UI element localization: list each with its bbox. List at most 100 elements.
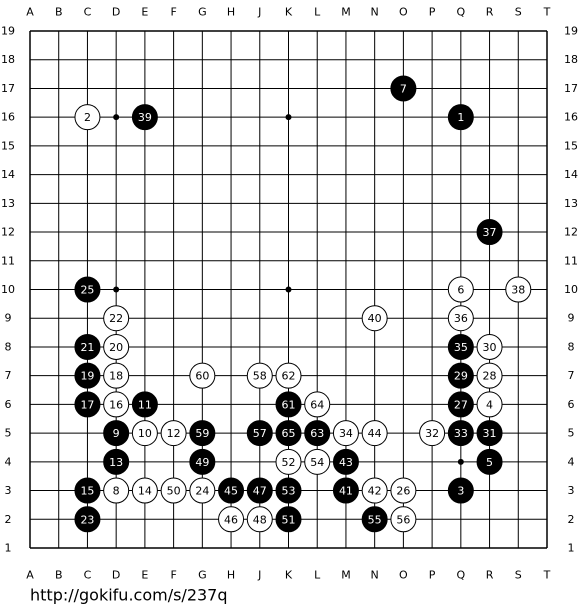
column-label: C: [84, 569, 92, 582]
move-number: 11: [138, 398, 152, 411]
column-label: T: [543, 569, 551, 582]
move-number: 48: [253, 513, 267, 526]
move-number: 43: [339, 456, 353, 469]
move-number: 59: [195, 427, 209, 440]
white-stone: [390, 506, 417, 533]
column-label: J: [257, 569, 261, 582]
row-label: 7: [568, 369, 575, 382]
move-number: 46: [224, 513, 238, 526]
black-stone: [189, 420, 216, 447]
column-label: T: [543, 6, 551, 19]
row-label: 18: [1, 53, 15, 66]
move-number: 53: [282, 485, 296, 498]
coordinates: AABBCCDDEEFFGGHHJJKKLLMMNNOOPPQQRRSSTT19…: [1, 6, 578, 582]
row-label: 4: [568, 455, 575, 468]
black-stone: [103, 420, 130, 447]
black-stone: [447, 477, 474, 504]
white-stone: [332, 420, 359, 447]
row-label: 15: [1, 139, 15, 152]
move-number: 5: [486, 456, 493, 469]
move-number: 29: [454, 370, 468, 383]
black-stone: [275, 391, 302, 418]
black-stone: [332, 448, 359, 475]
move-number: 17: [80, 398, 94, 411]
column-label: B: [55, 569, 63, 582]
black-stone: [447, 420, 474, 447]
move-number: 24: [195, 485, 209, 498]
row-label: 18: [564, 53, 578, 66]
row-label: 11: [564, 254, 578, 267]
move-number: 62: [282, 370, 296, 383]
move-number: 13: [109, 456, 123, 469]
column-label: F: [170, 569, 176, 582]
black-stone: [447, 104, 474, 131]
move-number: 2: [84, 111, 91, 124]
white-stone: [419, 420, 446, 447]
column-label: F: [170, 6, 176, 19]
move-number: 41: [339, 485, 353, 498]
column-label: S: [515, 569, 522, 582]
column-label: E: [141, 6, 148, 19]
move-number: 64: [310, 398, 324, 411]
move-number: 7: [400, 82, 407, 95]
black-stone: [476, 219, 503, 246]
column-label: Q: [456, 569, 465, 582]
row-label: 3: [568, 484, 575, 497]
black-stone: [74, 477, 101, 504]
row-label: 12: [1, 226, 15, 239]
column-label: Q: [456, 6, 465, 19]
move-number: 1: [457, 111, 464, 124]
move-number: 34: [339, 427, 353, 440]
move-number: 38: [511, 284, 525, 297]
black-stone: [74, 333, 101, 360]
white-stone: [103, 305, 130, 332]
move-number: 32: [425, 427, 439, 440]
black-stone: [361, 506, 388, 533]
move-number: 26: [396, 485, 410, 498]
black-stone: [218, 477, 245, 504]
star-point: [113, 286, 120, 293]
white-stone: [160, 477, 187, 504]
white-stone: [505, 276, 532, 303]
move-number: 27: [454, 398, 468, 411]
column-label: K: [285, 569, 293, 582]
move-number: 45: [224, 485, 238, 498]
column-label: N: [371, 6, 379, 19]
black-stone: [131, 104, 158, 131]
move-number: 39: [138, 111, 152, 124]
row-label: 8: [568, 340, 575, 353]
column-label: M: [341, 569, 351, 582]
row-label: 19: [1, 25, 15, 38]
black-stone: [74, 391, 101, 418]
move-number: 10: [138, 427, 152, 440]
column-label: E: [141, 569, 148, 582]
white-stone: [476, 391, 503, 418]
white-stone: [246, 506, 273, 533]
white-stone: [189, 477, 216, 504]
move-number: 58: [253, 370, 267, 383]
row-label: 9: [568, 312, 575, 325]
move-number: 49: [195, 456, 209, 469]
white-stone: [275, 362, 302, 389]
move-number: 47: [253, 485, 267, 498]
white-stone: [304, 391, 331, 418]
move-number: 16: [109, 398, 123, 411]
move-number: 23: [80, 513, 94, 526]
row-label: 10: [564, 283, 578, 296]
row-label: 16: [1, 111, 15, 124]
move-number: 44: [368, 427, 382, 440]
move-number: 40: [368, 312, 382, 325]
white-stone: [361, 477, 388, 504]
row-label: 19: [564, 25, 578, 38]
column-label: H: [227, 6, 235, 19]
source-url: http://gokifu.com/s/237q: [30, 586, 228, 605]
black-stone: [74, 276, 101, 303]
move-number: 56: [396, 513, 410, 526]
move-number: 3: [457, 485, 464, 498]
move-number: 21: [80, 341, 94, 354]
column-label: C: [84, 6, 92, 19]
black-stone: [189, 448, 216, 475]
white-stone: [131, 477, 158, 504]
white-stone: [218, 506, 245, 533]
